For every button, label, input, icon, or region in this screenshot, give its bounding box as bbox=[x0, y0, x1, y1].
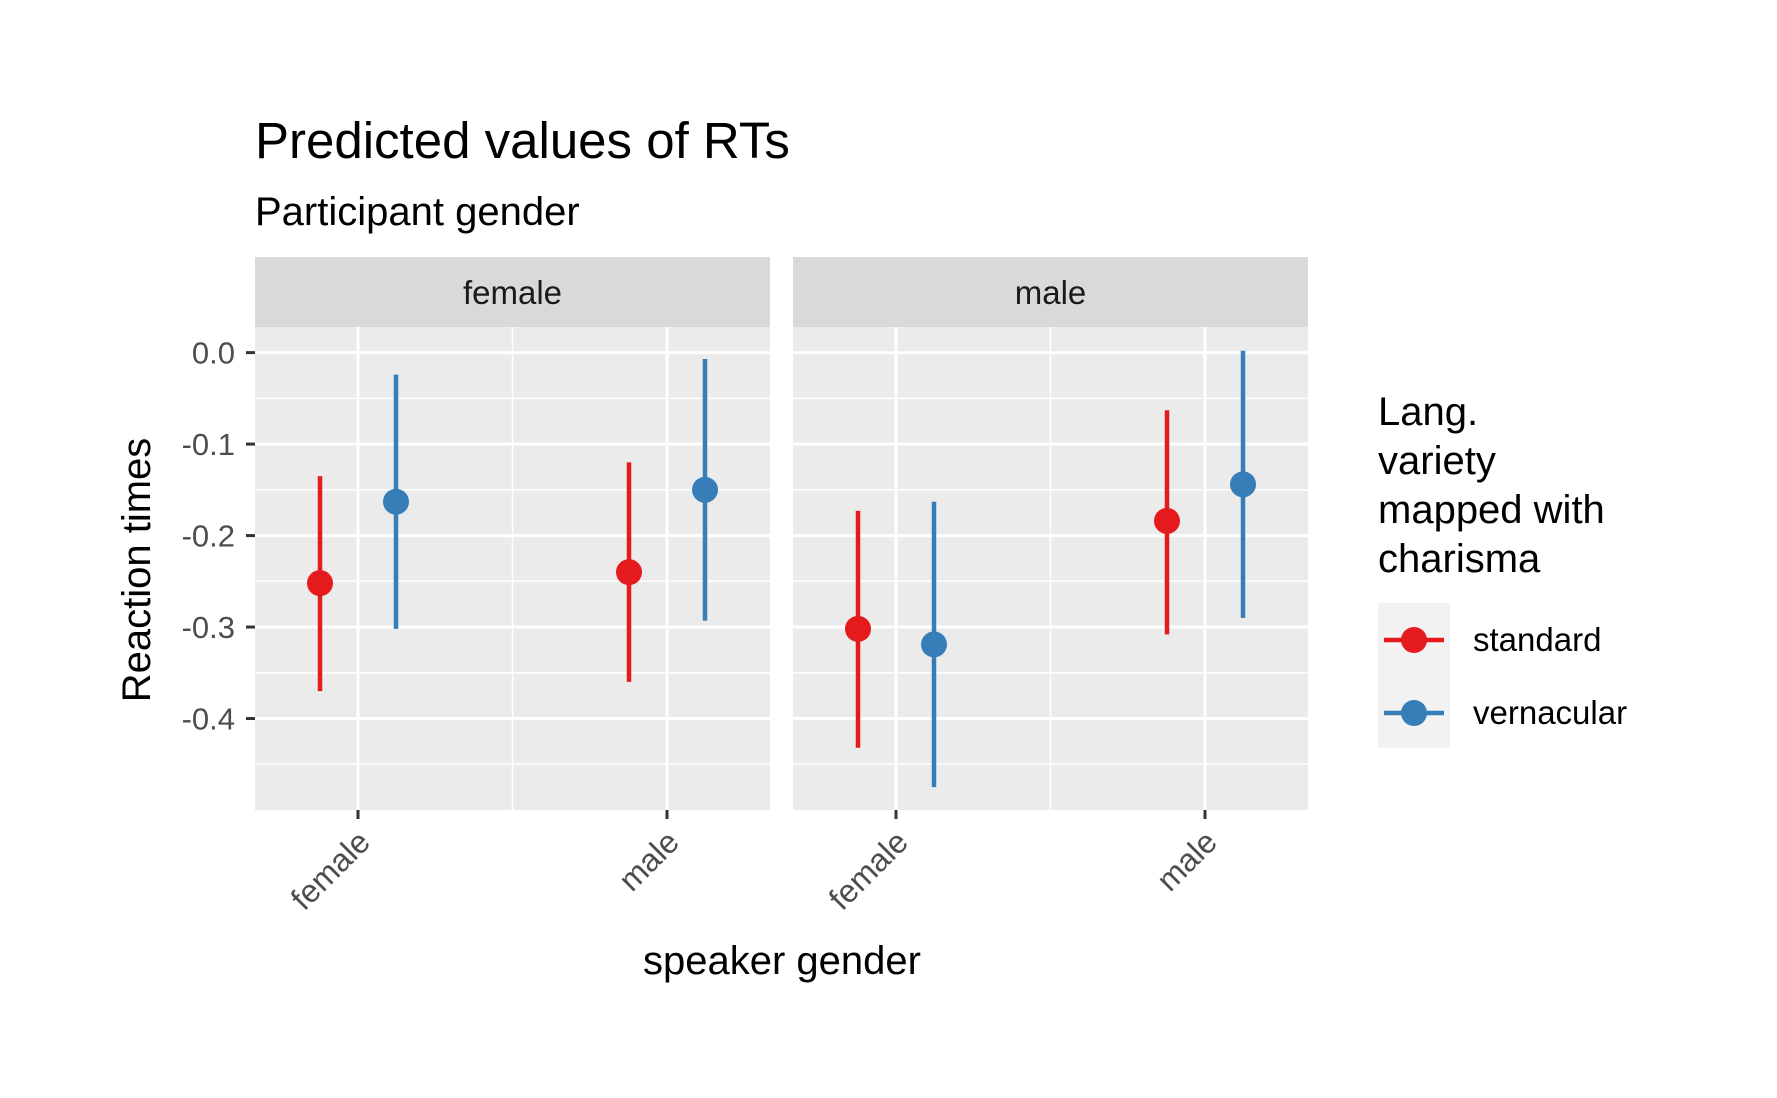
legend-item-vernacular: vernacular bbox=[1384, 694, 1627, 731]
facet-panel-male: male bbox=[793, 257, 1308, 810]
legend-label: standard bbox=[1473, 621, 1601, 658]
x-tick-label: female bbox=[284, 823, 377, 916]
point-vernacular-female bbox=[383, 488, 409, 515]
legend-entries: standard vernacular bbox=[1378, 603, 1627, 748]
point-standard-male bbox=[1154, 507, 1180, 534]
point-standard-female bbox=[845, 615, 871, 642]
legend-key-point bbox=[1401, 627, 1427, 653]
y-tick-label: 0.0 bbox=[192, 336, 235, 371]
x-tick-label: male bbox=[1149, 823, 1224, 898]
legend-title-line: charisma bbox=[1378, 537, 1541, 581]
x-tick-label: female bbox=[822, 823, 915, 916]
legend-key-point bbox=[1401, 700, 1427, 726]
legend-key-background bbox=[1378, 603, 1450, 748]
y-tick-label: -0.4 bbox=[182, 702, 235, 737]
y-axis-title: Reaction times bbox=[115, 438, 159, 703]
point-standard-female bbox=[307, 570, 333, 597]
legend: Lang. variety mapped with charisma standard… bbox=[1378, 390, 1627, 748]
x-tick-label: male bbox=[611, 823, 686, 898]
facet-strip-label: female bbox=[463, 274, 562, 311]
facet-strip-label: male bbox=[1015, 274, 1087, 311]
facet-strip bbox=[255, 257, 770, 327]
facet-panels: female male bbox=[255, 257, 1308, 810]
legend-title-line: variety bbox=[1378, 439, 1496, 483]
y-axis: 0.0 -0.1 -0.2 -0.3 -0.4 bbox=[182, 336, 255, 737]
y-tick-label: -0.3 bbox=[182, 610, 235, 645]
legend-title: Lang. variety mapped with charisma bbox=[1378, 390, 1605, 581]
legend-title-line: mapped with bbox=[1378, 488, 1605, 532]
facet-panel-female: female bbox=[255, 257, 770, 810]
point-vernacular-female bbox=[921, 631, 947, 658]
point-standard-male bbox=[616, 559, 642, 586]
y-tick-label: -0.1 bbox=[182, 427, 235, 462]
point-vernacular-male bbox=[1230, 471, 1256, 498]
point-vernacular-male bbox=[692, 476, 718, 503]
x-axis-title: speaker gender bbox=[643, 939, 921, 983]
facet-strip bbox=[793, 257, 1308, 327]
legend-title-line: Lang. bbox=[1378, 390, 1478, 434]
x-axis: female male female male bbox=[284, 810, 1224, 917]
chart-title: Predicted values of RTs bbox=[255, 112, 790, 169]
y-tick-label: -0.2 bbox=[182, 519, 235, 554]
legend-label: vernacular bbox=[1473, 694, 1627, 731]
chart-subtitle: Participant gender bbox=[255, 190, 580, 234]
legend-item-standard: standard bbox=[1384, 621, 1601, 658]
